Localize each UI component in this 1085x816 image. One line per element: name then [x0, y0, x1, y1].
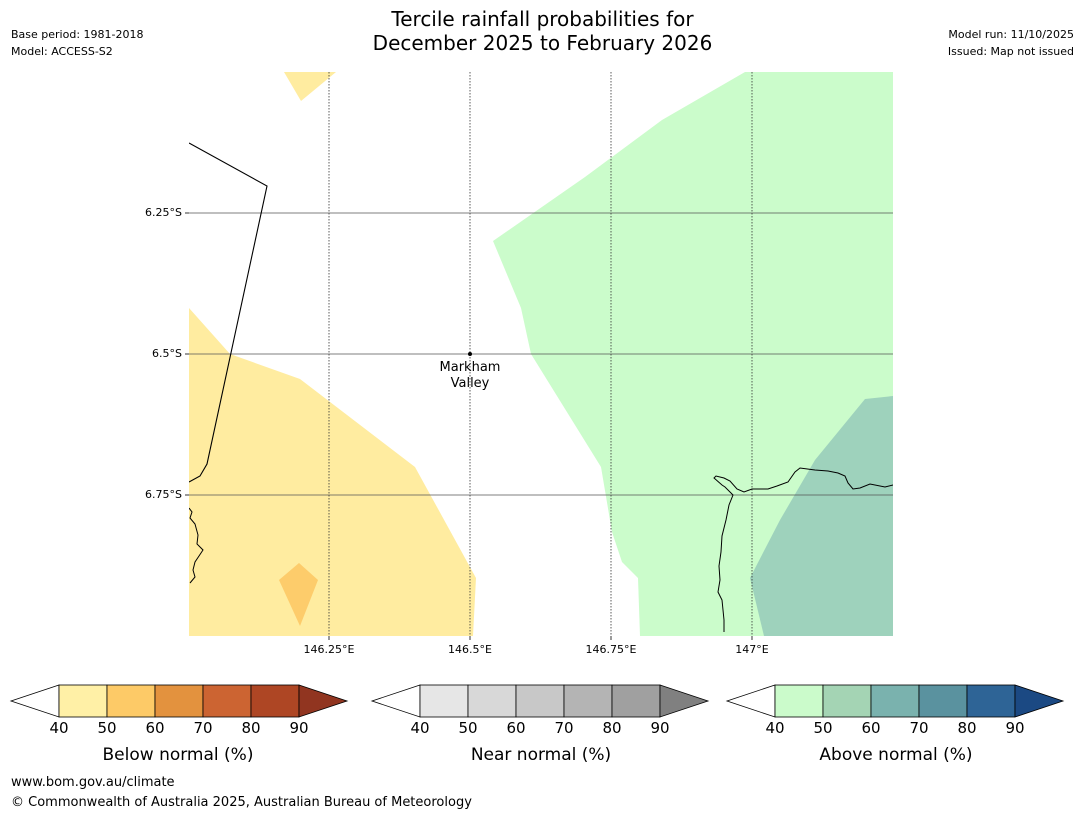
near-tick-label: 90 — [650, 719, 670, 737]
near-colorbar-segment — [419, 684, 469, 718]
below-colorbar-high-arrow — [298, 684, 349, 718]
base-info: Base period: 1981-2018 Model: ACCESS-S2 — [11, 26, 143, 60]
coastline — [189, 507, 204, 584]
near-tick-label: 70 — [554, 719, 574, 737]
latitude-grid — [189, 212, 893, 496]
above-colorbar-segment — [774, 684, 824, 718]
above-tick-label: 50 — [813, 719, 833, 737]
lon-label-147: 147°E — [735, 643, 769, 656]
model-text: Model: ACCESS-S2 — [11, 45, 113, 58]
city-name-line-2: Valley — [450, 376, 490, 391]
lat-label-6-75: 6.75°S — [145, 488, 182, 501]
above-colorbar-segment — [918, 684, 968, 718]
above-tick-label: 90 — [1005, 719, 1025, 737]
above-tick-label: 60 — [861, 719, 881, 737]
near-colorbar-segment — [563, 684, 613, 718]
border-line — [189, 142, 268, 483]
axis-ticks — [185, 212, 753, 640]
below-normal-40-50-region — [284, 72, 336, 101]
below-colorbar-segment — [58, 684, 108, 718]
lon-label-146-25: 146.25°E — [303, 643, 355, 656]
near-colorbar-segment — [515, 684, 565, 718]
below-normal-50-60-region — [279, 563, 318, 626]
map-area — [189, 72, 893, 636]
near-colorbar-segment — [611, 684, 661, 718]
near-colorbar-segment — [467, 684, 517, 718]
run-info: Model run: 11/10/2025 Issued: Map not is… — [948, 26, 1074, 60]
below-colorbar-segment — [106, 684, 156, 718]
issued-text: Issued: Map not issued — [947, 45, 1074, 58]
above-tick-label: 80 — [957, 719, 977, 737]
near-colorbar-low-arrow — [370, 684, 421, 718]
above-colorbar-high-arrow — [1014, 684, 1065, 718]
map-title: Tercile rainfall probabilities for Decem… — [0, 7, 1085, 55]
base-period-text: Base period: 1981-2018 — [11, 28, 144, 41]
below-colorbar-segment — [202, 684, 252, 718]
city-label: Markham Valley — [420, 360, 520, 392]
website-link[interactable]: www.bom.gov.au/climate — [11, 775, 175, 790]
below-tick-label: 80 — [241, 719, 261, 737]
below-normal-40-50-region — [189, 308, 476, 636]
below-colorbar-segment — [154, 684, 204, 718]
lat-label-6-25: 6.25°S — [145, 206, 182, 219]
near-tick-label: 60 — [506, 719, 526, 737]
near-tick-label: 40 — [410, 719, 430, 737]
below-tick-label: 60 — [145, 719, 165, 737]
near-normal-colorbar — [370, 684, 710, 718]
above-tick-label: 40 — [765, 719, 785, 737]
above-tick-label: 70 — [909, 719, 929, 737]
below-tick-label: 90 — [289, 719, 309, 737]
below-tick-label: 50 — [97, 719, 117, 737]
above-normal-50-60-region — [750, 396, 893, 636]
title-line-2: December 2025 to February 2026 — [372, 31, 713, 55]
above-colorbar-segment — [822, 684, 872, 718]
above-colorbar-segment — [966, 684, 1016, 718]
copyright-text: © Commonwealth of Australia 2025, Austra… — [11, 795, 472, 810]
above-normal-title: Above normal (%) — [819, 745, 973, 765]
near-normal-title: Near normal (%) — [470, 745, 612, 765]
above-colorbar-low-arrow — [725, 684, 776, 718]
coastline — [713, 467, 893, 632]
city-marker-icon — [468, 352, 472, 356]
below-tick-label: 40 — [49, 719, 69, 737]
model-run-text: Model run: 11/10/2025 — [948, 28, 1074, 41]
title-line-1: Tercile rainfall probabilities for — [391, 7, 694, 31]
above-normal-colorbar — [725, 684, 1065, 718]
lon-label-146-5: 146.5°E — [448, 643, 492, 656]
near-tick-label: 80 — [602, 719, 622, 737]
below-tick-label: 70 — [193, 719, 213, 737]
below-colorbar-low-arrow — [9, 684, 60, 718]
city-name-line-1: Markham — [439, 360, 501, 375]
below-normal-colorbar — [9, 684, 349, 718]
below-normal-title: Below normal (%) — [102, 745, 254, 765]
near-colorbar-high-arrow — [659, 684, 710, 718]
lon-label-146-75: 146.75°E — [585, 643, 637, 656]
lat-label-6-5: 6.5°S — [152, 347, 182, 360]
near-tick-label: 50 — [458, 719, 478, 737]
above-colorbar-segment — [870, 684, 920, 718]
below-colorbar-segment — [250, 684, 300, 718]
